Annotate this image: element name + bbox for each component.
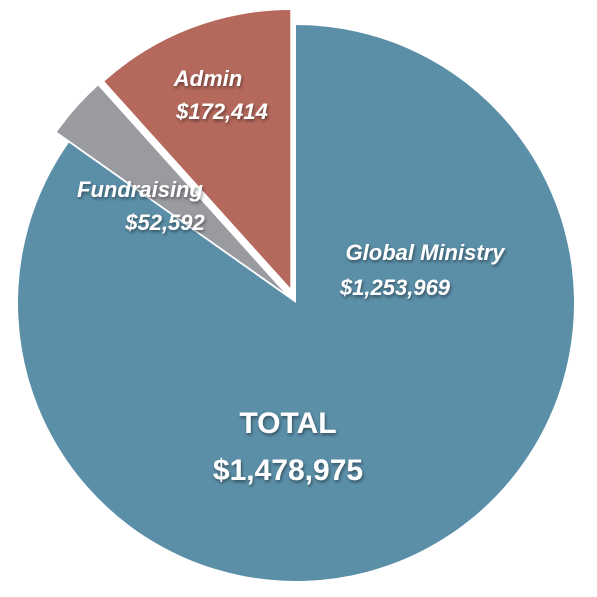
slice-label-admin-value: $172,414 [175, 99, 268, 124]
total-value: $1,478,975 [213, 454, 363, 487]
slice-label-global-ministry-name: Global Ministry [346, 240, 507, 265]
slice-label-admin-name: Admin [173, 66, 242, 91]
slice-label-fundraising-value: $52,592 [124, 210, 205, 235]
pie-slice-fundraising [56, 85, 285, 293]
slice-label-global-ministry-value: $1,253,969 [339, 275, 451, 300]
total-label: TOTAL [239, 407, 336, 440]
slices-layer [18, 10, 575, 581]
pie-slice-global-ministry [18, 25, 575, 581]
pie-slice-admin [104, 10, 291, 289]
slice-label-fundraising-name: Fundraising [77, 177, 203, 202]
